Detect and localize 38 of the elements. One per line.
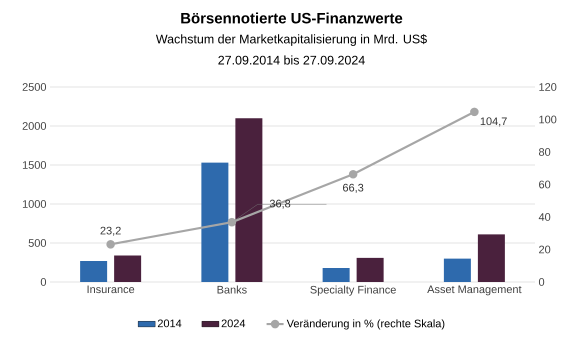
text: 27.09.2014 bis 27.09.2024 bbox=[218, 55, 365, 65]
bar bbox=[201, 162, 228, 282]
y2-tick-label: 100 bbox=[539, 116, 556, 124]
y2-tick-label: 40 bbox=[538, 213, 550, 221]
data-label: 104,7 bbox=[480, 117, 507, 126]
data-label: 66,3 bbox=[343, 184, 364, 193]
y-tick-label: 500 bbox=[28, 239, 46, 247]
legend-label: Veränderung in % (rechte Skala) bbox=[286, 319, 444, 330]
y2-tick-label: 120 bbox=[539, 83, 556, 91]
bar bbox=[80, 260, 108, 282]
y2-tick-label: 20 bbox=[539, 246, 550, 254]
x-tick-label: Specialty Finance bbox=[310, 286, 396, 296]
point bbox=[470, 108, 479, 116]
bar bbox=[322, 268, 350, 282]
point bbox=[348, 170, 358, 179]
bar bbox=[114, 255, 142, 282]
y-tick-label: 2500 bbox=[22, 83, 46, 91]
x-tick-label: Banks bbox=[218, 286, 247, 294]
bar bbox=[356, 258, 384, 282]
legend-label: 2024 bbox=[222, 319, 246, 328]
point bbox=[106, 240, 115, 249]
bar bbox=[235, 118, 262, 282]
bar bbox=[444, 258, 471, 282]
point bbox=[228, 218, 236, 226]
y-tick-label: 0 bbox=[40, 278, 46, 286]
chart-subtitle: Wachstum der Marketkapitalisierung in Mrd. US$ bbox=[156, 34, 427, 46]
y-tick-label: 2000 bbox=[22, 122, 46, 130]
y2-tick-label: 0 bbox=[538, 278, 544, 286]
y-tick-label: 1500 bbox=[22, 161, 46, 169]
bar bbox=[478, 234, 505, 282]
y2-tick-label: 60 bbox=[539, 180, 550, 188]
x-tick-label: Insurance bbox=[88, 286, 134, 294]
y-tick-label: 1000 bbox=[22, 200, 46, 208]
chart-title: Börsennotierte US-Finanzwerte bbox=[181, 12, 402, 24]
x-tick-label: Asset Management bbox=[427, 286, 522, 296]
legend-label: 2014 bbox=[158, 319, 182, 328]
data-label: 23,2 bbox=[100, 226, 121, 236]
y2-tick-label: 80 bbox=[538, 148, 550, 156]
